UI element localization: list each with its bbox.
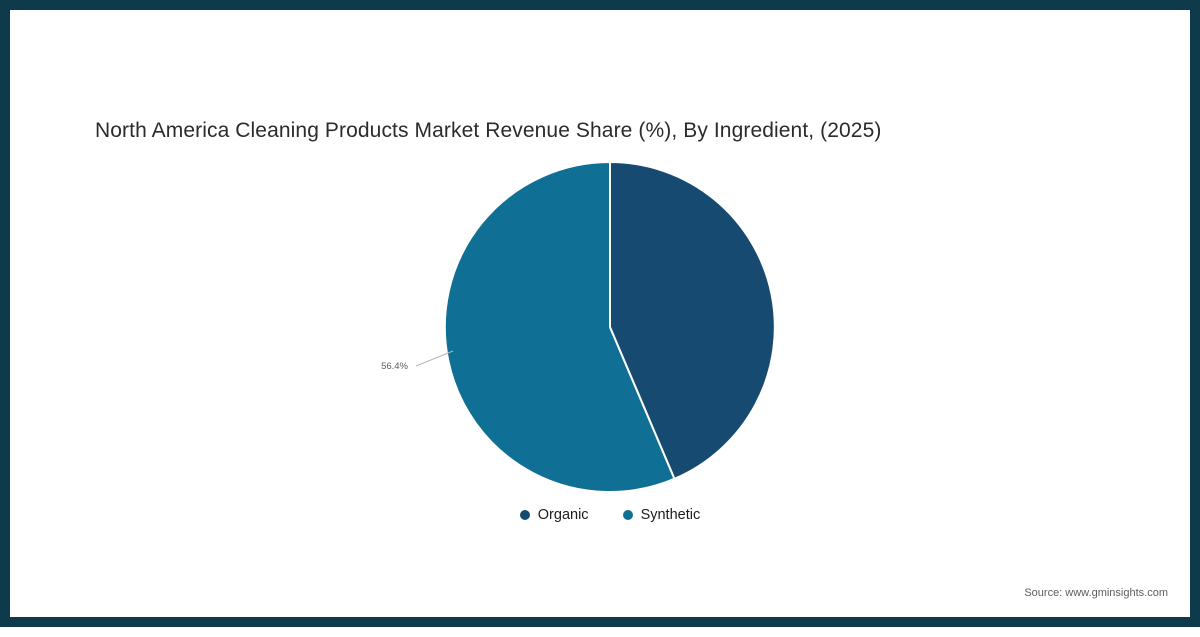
pie-slice-organic[interactable] xyxy=(609,160,776,481)
pie-chart-plot-area: 56.4% xyxy=(10,10,1200,637)
legend-label-synthetic: Synthetic xyxy=(640,507,701,523)
pie-slice-synthetic[interactable] xyxy=(443,160,676,493)
legend-item-organic[interactable]: Organic xyxy=(519,506,589,524)
pie-label-synthetic: 56.4% xyxy=(381,361,408,372)
chart-legend: Organic Synthetic xyxy=(10,506,1200,524)
legend-label-organic: Organic xyxy=(537,507,589,523)
legend-item-synthetic[interactable]: Synthetic xyxy=(622,506,701,524)
legend-swatch-synthetic-icon xyxy=(622,510,633,520)
leader-line-synthetic xyxy=(415,350,454,367)
source-attribution: Source: www.gminsights.com xyxy=(1024,587,1168,599)
page-title: North America Cleaning Products Market R… xyxy=(95,119,882,142)
legend-swatch-organic-icon xyxy=(519,510,530,520)
